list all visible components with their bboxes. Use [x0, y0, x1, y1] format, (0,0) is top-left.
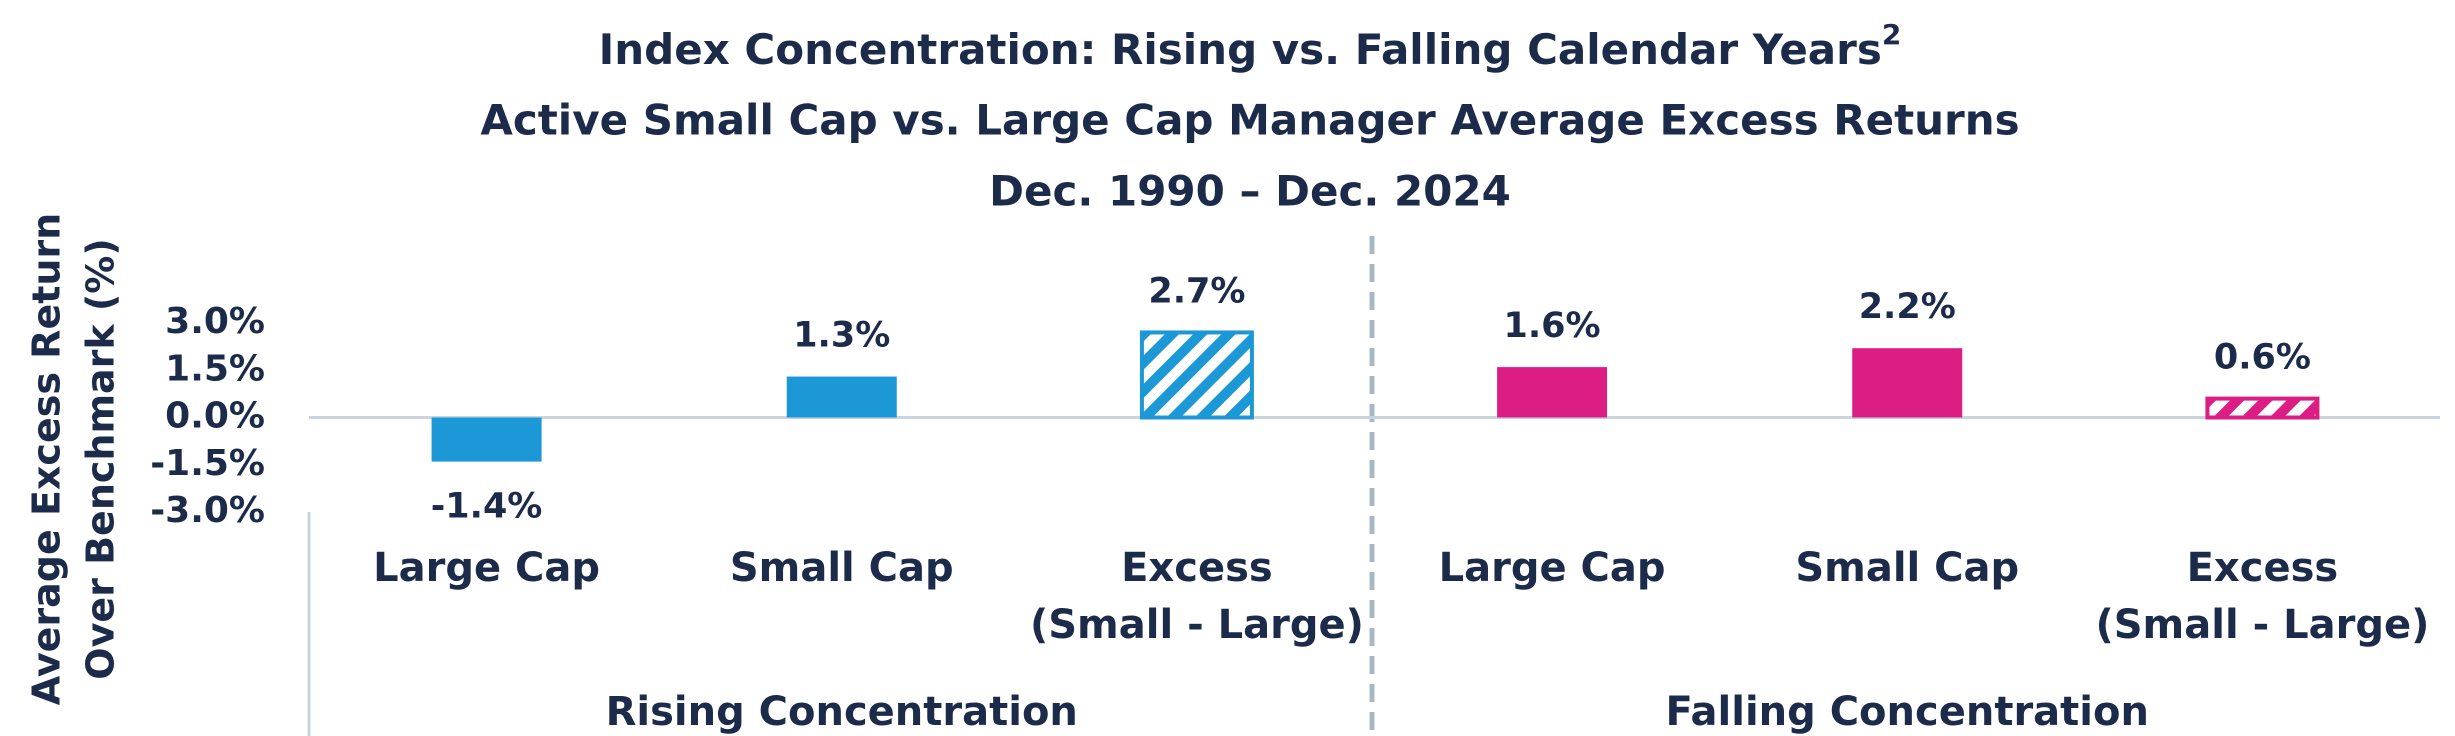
bar [2205, 396, 2320, 420]
chart-title: Index Concentration: Rising vs. Falling … [599, 18, 1902, 74]
chart-subtitle: Active Small Cap vs. Large Cap Manager A… [480, 96, 2019, 145]
chart-subtitle: Dec. 1990 – Dec. 2024 [989, 167, 1511, 216]
x-tick-label-line: (Small - Large) [2095, 602, 2429, 648]
x-tick-label-line: Small Cap [1795, 545, 2019, 591]
y-axis-title-line: Average Excess Return [25, 213, 69, 705]
x-tick-label: Small Cap [730, 545, 954, 591]
y-tick-label: -1.5% [150, 443, 265, 484]
x-tick-label-line: Excess [1121, 545, 1273, 591]
bar [1497, 367, 1608, 418]
value-label: 1.3% [793, 316, 890, 356]
y-tick-label: 0.0% [165, 396, 265, 437]
value-label: 2.7% [1148, 271, 1245, 311]
y-tick-label: -3.0% [150, 490, 265, 531]
bar [1852, 348, 1963, 418]
x-tick-label-line: Large Cap [373, 545, 600, 591]
x-tick-label-line: Excess [2187, 545, 2339, 591]
y-axis-title-line: Over Benchmark (%) [79, 238, 123, 679]
x-tick-label: Large Cap [373, 545, 600, 591]
x-tick-label: Excess (Small - Large) [2095, 545, 2429, 648]
value-label: 2.2% [1859, 287, 1956, 327]
group-label: Rising Concentration [606, 689, 1078, 735]
x-tick-label: Large Cap [1439, 545, 1666, 591]
group-label: Falling Concentration [1666, 689, 2149, 735]
value-label: -1.4% [431, 487, 543, 527]
y-tick-label: 3.0% [165, 301, 265, 342]
y-tick-label: 1.5% [165, 348, 265, 389]
x-tick-label: Excess (Small - Large) [1030, 545, 1364, 648]
title-superscript: 2 [1882, 18, 1901, 51]
value-label: 1.6% [1504, 306, 1601, 346]
x-tick-label-line: (Small - Large) [1030, 602, 1364, 648]
bar [431, 417, 542, 462]
value-label: 0.6% [2214, 338, 2311, 378]
x-tick-label-line: Large Cap [1439, 545, 1666, 591]
bar [786, 376, 897, 418]
y-axis-title: Average Excess Return Over Benchmark (%) [25, 213, 123, 705]
x-tick-label-line: Small Cap [730, 545, 954, 591]
bar [1139, 330, 1254, 420]
x-tick-label: Small Cap [1795, 545, 2019, 591]
title-line: Index Concentration: Rising vs. Falling … [599, 25, 1882, 74]
